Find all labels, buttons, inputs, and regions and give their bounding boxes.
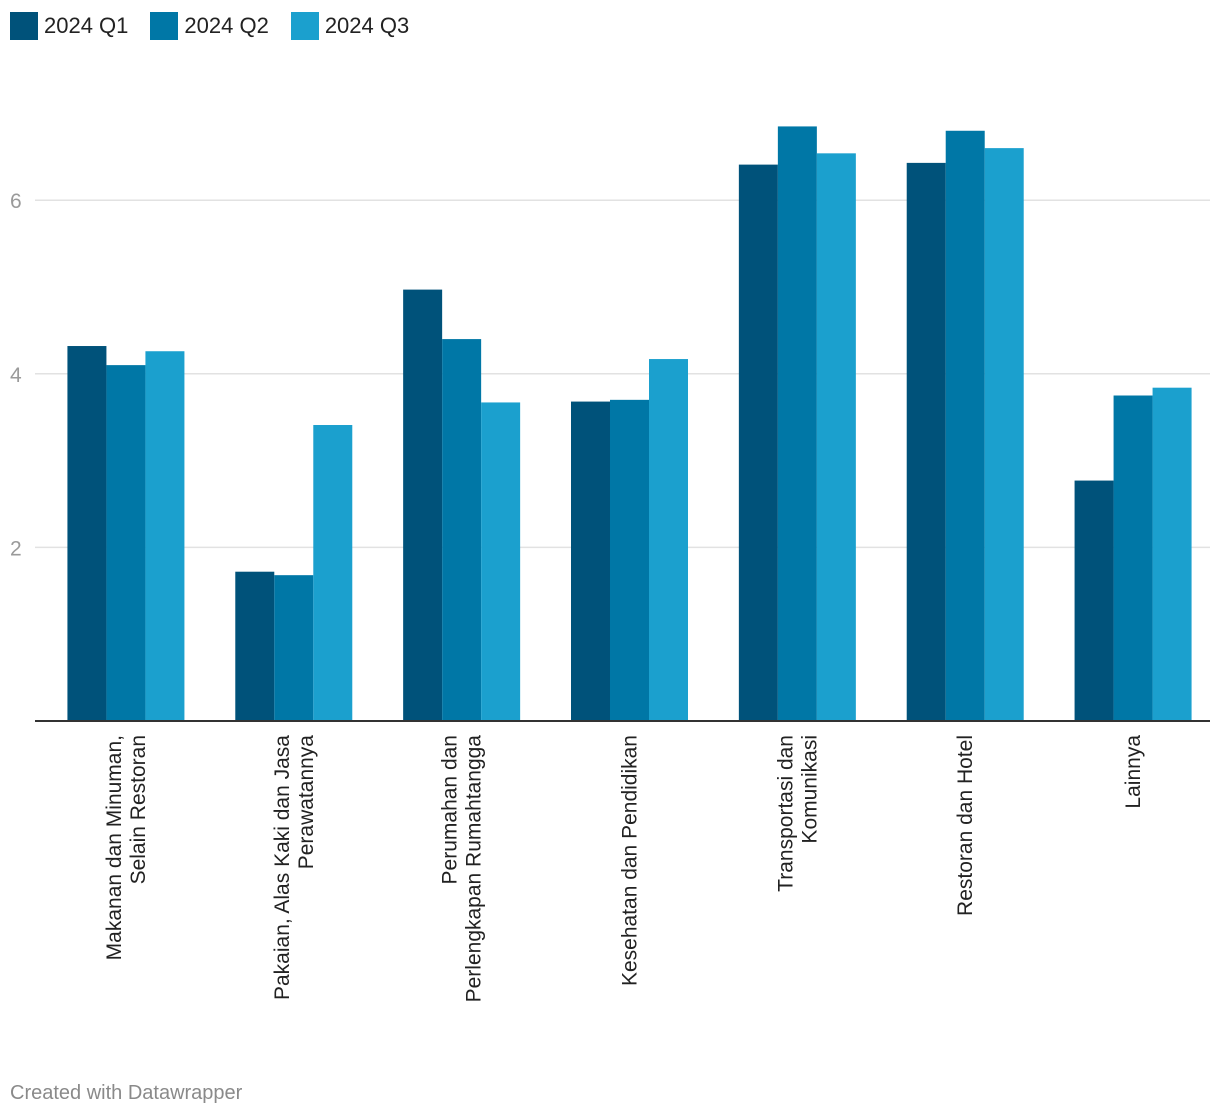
- x-category-label: Transportasi danKomunikasi: [774, 735, 821, 892]
- y-tick-label: 4: [10, 364, 22, 387]
- legend-swatch-q1: [10, 12, 38, 40]
- legend-item-q1: 2024 Q1: [10, 12, 128, 40]
- legend-item-q3: 2024 Q3: [290, 12, 410, 40]
- legend: 2024 Q1 2024 Q2 2024 Q3: [10, 12, 409, 40]
- bar-2024-q1-2: [403, 289, 443, 721]
- x-category-label: Makanan dan Minuman,Selain Restoran: [103, 735, 150, 960]
- bar-2024-q3-5: [984, 148, 1024, 721]
- bar-2024-q2-5: [945, 130, 985, 721]
- legend-label-q3: 2024 Q3: [324, 13, 410, 38]
- bar-2024-q3-4: [816, 153, 856, 721]
- bar-2024-q2-6: [1113, 395, 1153, 721]
- y-tick-label: 2: [10, 537, 22, 560]
- bar-2024-q2-1: [274, 575, 314, 721]
- x-category-label: Kesehatan dan Pendidikan: [619, 735, 642, 986]
- bar-2024-q3-0: [145, 351, 185, 721]
- bar-2024-q2-0: [106, 365, 146, 721]
- legend-label-q2: 2024 Q2: [184, 13, 269, 38]
- y-tick-label: 6: [10, 190, 22, 213]
- bar-2024-q1-4: [738, 164, 778, 721]
- legend-label-q1: 2024 Q1: [44, 13, 129, 38]
- x-category-label: Pakaian, Alas Kaki dan JasaPerawatannya: [271, 735, 318, 1000]
- x-category-label: Restoran dan Hotel: [954, 735, 977, 916]
- bar-2024-q3-2: [481, 402, 521, 721]
- bar-2024-q1-0: [67, 346, 107, 721]
- legend-swatch-q2: [150, 12, 179, 40]
- bar-2024-q1-3: [571, 401, 610, 721]
- bar-2024-q3-3: [649, 359, 688, 721]
- bar-2024-q3-6: [1152, 387, 1192, 721]
- legend-item-q2: 2024 Q2: [150, 12, 269, 40]
- x-category-label: Lainnya: [1122, 735, 1145, 809]
- bar-2024-q2-3: [610, 399, 649, 721]
- bar-2024-q2-2: [442, 339, 482, 721]
- bar-2024-q1-6: [1074, 480, 1114, 721]
- bar-2024-q1-5: [906, 162, 946, 722]
- x-category-label: Perumahan danPerlengkapan Rumahtangga: [439, 735, 486, 1003]
- bar-2024-q2-4: [777, 126, 817, 722]
- legend-swatch-q3: [290, 12, 319, 40]
- bar-2024-q3-1: [313, 425, 353, 721]
- datawrapper-credit: Created with Datawrapper: [10, 1082, 243, 1104]
- bar-2024-q1-1: [235, 571, 275, 721]
